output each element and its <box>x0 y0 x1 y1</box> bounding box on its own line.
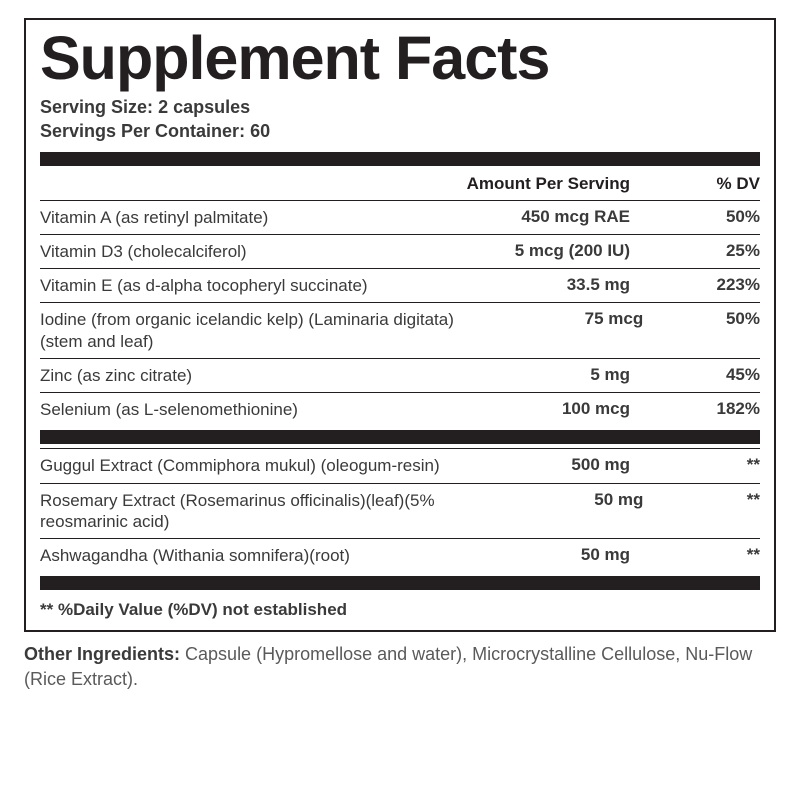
nutrient-dv: 182% <box>670 399 760 419</box>
nutrient-amount: 450 mcg RAE <box>450 207 670 227</box>
nutrient-amount: 5 mg <box>450 365 670 385</box>
divider-bar <box>40 430 760 444</box>
servings-per-value: 60 <box>250 121 270 141</box>
dv-footnote: ** %Daily Value (%DV) not established <box>40 594 760 624</box>
column-headers: Amount Per Serving % DV <box>40 170 760 200</box>
nutrient-name: Selenium (as L-selenomethionine) <box>40 399 450 420</box>
nutrient-section-1: Vitamin A (as retinyl palmitate)450 mcg … <box>40 200 760 427</box>
nutrient-name: Vitamin A (as retinyl palmitate) <box>40 207 450 228</box>
nutrient-dv: 45% <box>670 365 760 385</box>
servings-per-container: Servings Per Container: 60 <box>40 119 760 143</box>
header-name-col <box>40 174 450 194</box>
nutrient-name: Rosemary Extract (Rosemarinus officinali… <box>40 490 490 533</box>
nutrient-row: Ashwagandha (Withania somnifera)(root)50… <box>40 538 760 572</box>
nutrient-row: Vitamin E (as d-alpha tocopheryl succina… <box>40 268 760 302</box>
nutrient-row: Vitamin A (as retinyl palmitate)450 mcg … <box>40 200 760 234</box>
nutrient-name: Ashwagandha (Withania somnifera)(root) <box>40 545 450 566</box>
divider-bar <box>40 152 760 166</box>
nutrient-row: Rosemary Extract (Rosemarinus officinali… <box>40 483 760 539</box>
nutrient-amount: 100 mcg <box>450 399 670 419</box>
nutrient-amount: 50 mg <box>490 490 683 510</box>
nutrient-dv: 50% <box>683 309 760 329</box>
nutrient-dv: ** <box>670 545 760 565</box>
other-ingredients-label: Other Ingredients: <box>24 644 180 664</box>
nutrient-amount: 500 mg <box>450 455 670 475</box>
nutrient-row: Vitamin D3 (cholecalciferol)5 mcg (200 I… <box>40 234 760 268</box>
nutrient-name: Guggul Extract (Commiphora mukul) (oleog… <box>40 455 450 476</box>
nutrient-amount: 5 mcg (200 IU) <box>450 241 670 261</box>
serving-size-value: 2 capsules <box>158 97 250 117</box>
nutrient-dv: 223% <box>670 275 760 295</box>
nutrient-amount: 75 mcg <box>490 309 684 329</box>
facts-panel: Supplement Facts Serving Size: 2 capsule… <box>24 18 776 632</box>
nutrient-row: Iodine (from organic icelandic kelp) (La… <box>40 302 760 358</box>
serving-size: Serving Size: 2 capsules <box>40 95 760 119</box>
header-amount-col: Amount Per Serving <box>450 174 670 194</box>
nutrient-row: Zinc (as zinc citrate)5 mg45% <box>40 358 760 392</box>
servings-per-label: Servings Per Container: <box>40 121 245 141</box>
nutrient-amount: 33.5 mg <box>450 275 670 295</box>
divider-bar <box>40 576 760 590</box>
nutrient-dv: ** <box>683 490 760 510</box>
nutrient-section-2: Guggul Extract (Commiphora mukul) (oleog… <box>40 448 760 572</box>
nutrient-dv: 25% <box>670 241 760 261</box>
header-dv-col: % DV <box>670 174 760 194</box>
nutrient-name: Vitamin D3 (cholecalciferol) <box>40 241 450 262</box>
nutrient-amount: 50 mg <box>450 545 670 565</box>
nutrient-dv: ** <box>670 455 760 475</box>
nutrient-row: Selenium (as L-selenomethionine)100 mcg1… <box>40 392 760 426</box>
nutrient-dv: 50% <box>670 207 760 227</box>
nutrient-row: Guggul Extract (Commiphora mukul) (oleog… <box>40 448 760 482</box>
nutrient-name: Zinc (as zinc citrate) <box>40 365 450 386</box>
nutrient-name: Iodine (from organic icelandic kelp) (La… <box>40 309 490 352</box>
nutrient-name: Vitamin E (as d-alpha tocopheryl succina… <box>40 275 450 296</box>
serving-size-label: Serving Size: <box>40 97 153 117</box>
panel-title: Supplement Facts <box>40 28 760 89</box>
other-ingredients: Other Ingredients: Capsule (Hypromellose… <box>24 642 776 691</box>
